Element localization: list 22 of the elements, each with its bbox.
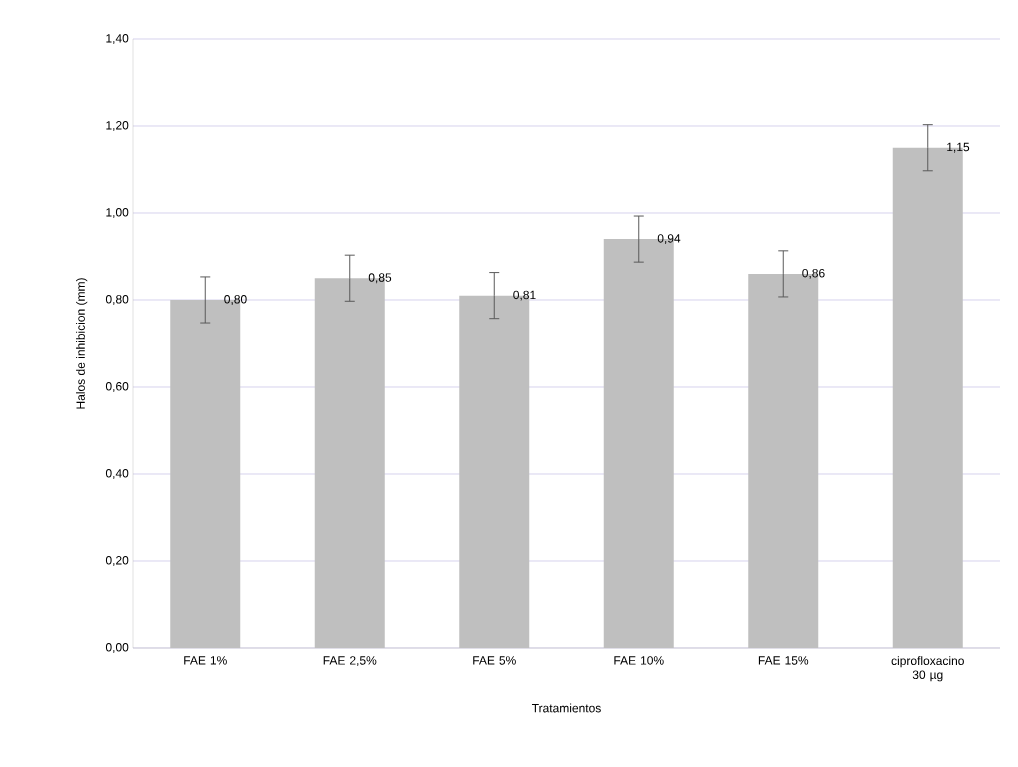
- data-label: 0,80: [224, 295, 247, 305]
- y-tick-label: 1,40: [106, 34, 129, 44]
- x-tick-label: FAE 5%: [473, 656, 516, 665]
- data-label: 0,94: [657, 234, 681, 245]
- x-tick-label: ciprofloxacino 30 µg: [891, 656, 964, 682]
- data-label: 0,86: [802, 268, 825, 279]
- x-tick-label: FAE 2,5%: [323, 656, 377, 667]
- data-label: 0,85: [368, 273, 392, 284]
- y-tick-label: 0,80: [105, 295, 129, 305]
- x-tick-label: FAE 15%: [758, 656, 809, 665]
- data-label: 0,81: [513, 290, 536, 301]
- y-tick-label: 0,00: [105, 643, 129, 653]
- y-axis-title: Halos de inhibicion (mm): [76, 278, 88, 409]
- y-tick-label: 1,00: [106, 208, 129, 218]
- x-tick-label: FAE 1%: [184, 656, 227, 665]
- x-tick-label: FAE 10%: [614, 656, 664, 665]
- y-tick-label: 0,60: [105, 382, 129, 392]
- x-axis-title: Tratamientos: [531, 703, 601, 713]
- y-tick-label: 0,40: [105, 469, 129, 479]
- y-tick-label: 0,20: [105, 556, 129, 566]
- data-label: 1,15: [947, 142, 970, 153]
- y-tick-label: 1,20: [106, 121, 129, 131]
